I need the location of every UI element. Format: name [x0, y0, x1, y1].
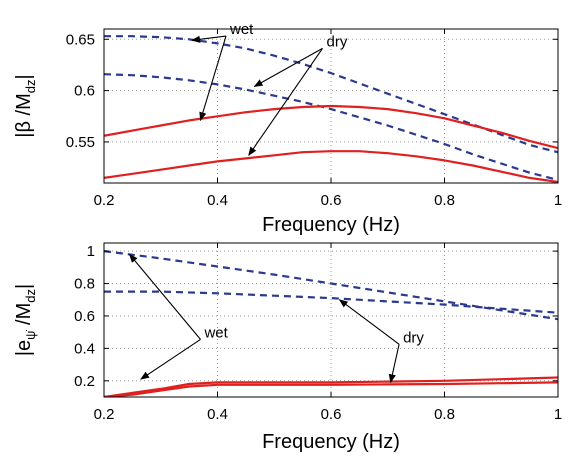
series-line-1	[104, 250, 558, 321]
y-axis-label-part: |	[13, 74, 35, 79]
x-axis-label: Frequency (Hz)	[262, 214, 400, 236]
x-tick-label: 0.2	[94, 192, 115, 209]
series-line-3	[104, 104, 558, 150]
annotation-arrow	[388, 344, 400, 384]
y-tick-label: 0.65	[66, 31, 95, 48]
y-tick-label: 0.55	[66, 134, 95, 151]
annotation-label: dry	[326, 33, 347, 50]
x-tick-label: 0.2	[94, 406, 115, 423]
x-tick-label: 0.4	[207, 192, 228, 209]
x-tick-label: 0.6	[321, 406, 342, 423]
y-tick-label: 0.6	[74, 83, 95, 100]
annotation-label: dry	[403, 329, 424, 346]
series-line-3	[104, 376, 558, 397]
y-axis-label: |eψ̇ /Mdz|	[13, 284, 38, 356]
series-line-4	[104, 381, 558, 397]
annotation-arrow	[253, 47, 323, 87]
x-axis-label: Frequency (Hz)	[262, 431, 400, 453]
annotation-arrow	[191, 35, 227, 43]
x-tick-label: 1	[554, 406, 562, 423]
x-tick-label: 1	[554, 192, 562, 209]
x-tick-label: 0.6	[321, 192, 342, 209]
series-line-2	[104, 73, 558, 181]
y-tick-label: 0.4	[74, 340, 95, 357]
y-axis-label-part: dz	[23, 79, 38, 93]
y-axis-label-part: /M	[13, 303, 35, 331]
annotation-arrow	[140, 338, 201, 380]
annotation-arrow	[199, 35, 227, 122]
y-tick-label: 0.2	[74, 373, 95, 390]
annotation-arrow	[248, 48, 323, 157]
y-tick-label: 0.6	[74, 308, 95, 325]
y-tick-label: 0.8	[74, 276, 95, 293]
annotation-arrow	[338, 299, 400, 345]
y-axis-label-part: |e	[13, 340, 35, 356]
y-tick-label: 1	[87, 243, 95, 260]
x-tick-label: 0.8	[434, 192, 455, 209]
series-line-1	[104, 35, 558, 154]
y-axis-label-part: |	[13, 284, 35, 289]
series-line-4	[104, 150, 558, 183]
annotation-arrow	[128, 253, 201, 340]
y-axis-label-part: |β /M	[13, 93, 35, 137]
annotation-label: wet	[203, 324, 228, 341]
annotation-label: wet	[229, 21, 254, 38]
x-tick-label: 0.8	[434, 406, 455, 423]
chart-1: 0.2 0.4 0.6 0.8 1 0.55 0.6 0.65 Frequency (Hz) |β…	[13, 21, 562, 236]
y-axis-label: |β /Mdz|	[13, 74, 38, 137]
y-axis-label-part: dz	[23, 289, 38, 303]
chart-2: 0.2 0.4 0.6 0.8 1 0.2 0.4 0.6 0.8 1 Frequency (Hz)…	[13, 242, 562, 453]
x-tick-label: 0.4	[207, 406, 228, 423]
y-axis-label-part: ψ̇	[23, 330, 38, 340]
series-line-2	[104, 290, 558, 314]
